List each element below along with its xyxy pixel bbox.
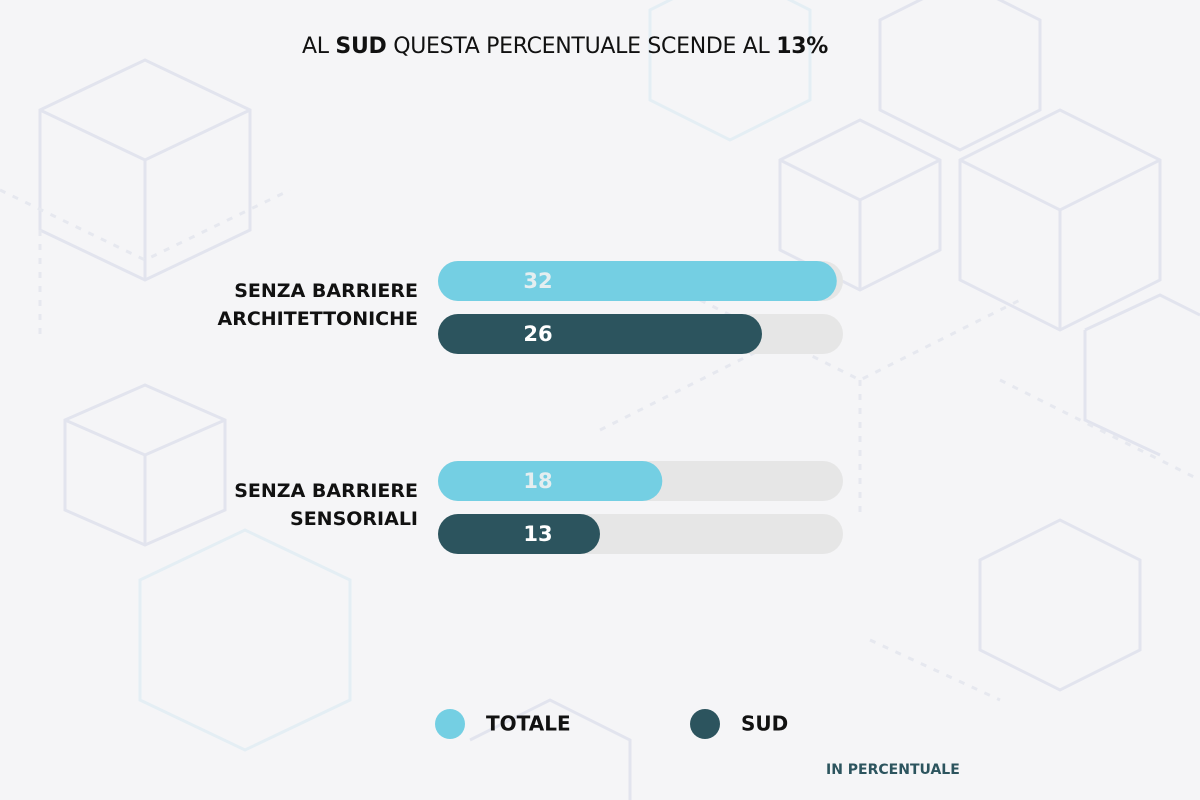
title-part: 13% bbox=[776, 34, 828, 59]
category-label: SENZA BARRIERE ARCHITETTONICHE bbox=[217, 280, 419, 330]
legend-swatch bbox=[435, 709, 465, 739]
bar bbox=[438, 261, 837, 301]
bar bbox=[438, 461, 663, 501]
chart-title: AL SUD QUESTA PERCENTUALE SCENDE AL 13% bbox=[0, 34, 1130, 59]
value-label: 26 bbox=[523, 322, 552, 346]
bar bbox=[438, 314, 762, 354]
legend-label: SUD bbox=[741, 712, 788, 736]
title-part: QUESTA PERCENTUALE SCENDE AL bbox=[393, 34, 770, 59]
legend-label: TOTALE bbox=[486, 712, 571, 736]
title-part: AL bbox=[302, 34, 329, 59]
bar bbox=[438, 514, 600, 554]
value-label: 13 bbox=[523, 522, 552, 546]
value-label: 32 bbox=[523, 269, 552, 293]
category-label: SENZA BARRIERE SENSORIALI bbox=[234, 480, 418, 530]
title-part: SUD bbox=[335, 34, 387, 59]
note: IN PERCENTUALE bbox=[826, 762, 960, 778]
value-label: 18 bbox=[523, 469, 552, 493]
legend-swatch bbox=[690, 709, 720, 739]
